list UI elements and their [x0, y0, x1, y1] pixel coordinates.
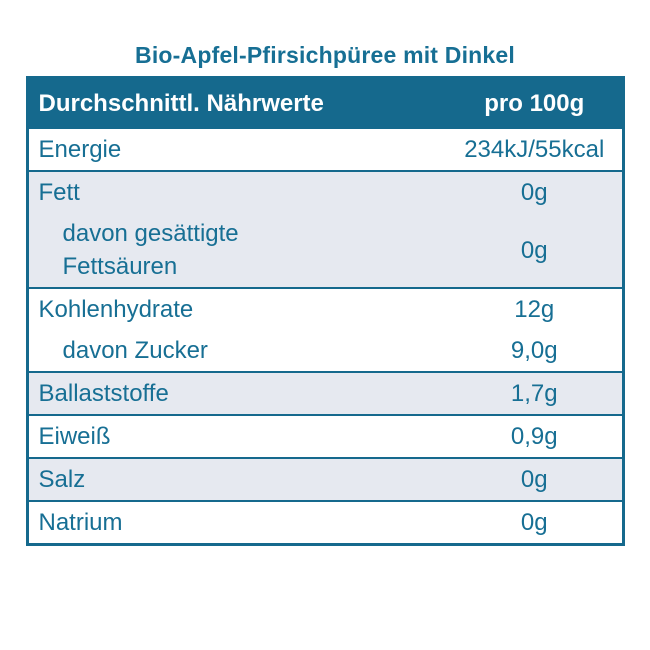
page-title: Bio-Apfel-Pfirsichpüree mit Dinkel	[135, 42, 515, 68]
nutrient-label: Eiweiß	[27, 415, 447, 459]
nutrient-label: Natrium	[38, 509, 123, 536]
nutrient-label: davon gesättigte Fettsäuren	[27, 213, 447, 289]
table-row-eiweiss: Eiweiß 0,9g	[27, 415, 623, 459]
nutrient-label: Ballaststoffe	[27, 372, 447, 416]
nutrient-value: 0g	[447, 458, 623, 502]
nutrient-value: 12g	[514, 296, 555, 323]
nutrient-value: 234kJ/55kcal	[447, 129, 623, 172]
table-row-gesaettigte-fettsaeuren: davon gesättigte Fettsäuren 0g	[27, 213, 623, 289]
nutrient-value: 9,0g	[447, 330, 623, 373]
table-row-salz: Salz 0g	[27, 458, 623, 502]
table-row-fett: Fett 0g	[27, 171, 623, 213]
table-row-kohlenhydrate: Kohlenhydrate 12g	[27, 288, 623, 330]
nutrient-value: 0g	[520, 509, 548, 536]
header-unit-label: pro 100g	[447, 77, 623, 129]
nutrient-label: Fett	[38, 179, 80, 206]
nutrient-value: 0g	[520, 179, 548, 206]
nutrient-label: Energie	[27, 129, 447, 172]
table-row-energie: Energie 234kJ/55kcal	[27, 129, 623, 172]
nutrient-label: davon Zucker	[27, 330, 447, 373]
table-row-natrium: Natrium 0g	[27, 501, 623, 545]
nutrition-table: Durchschnittl. Nährwerte pro 100g Energi…	[25, 76, 625, 546]
nutrient-label: Salz	[27, 458, 447, 502]
table-header-row: Durchschnittl. Nährwerte pro 100g	[27, 77, 623, 129]
table-row-ballaststoffe: Ballaststoffe 1,7g	[27, 372, 623, 416]
header-nutrients-label: Durchschnittl. Nährwerte	[27, 77, 447, 129]
nutrient-value: 0,9g	[447, 415, 623, 459]
nutrient-label: Kohlenhydrate	[38, 296, 194, 323]
nutrient-value: 0g	[447, 213, 623, 289]
nutrient-value: 1,7g	[447, 372, 623, 416]
table-row-zucker: davon Zucker 9,0g	[27, 330, 623, 373]
